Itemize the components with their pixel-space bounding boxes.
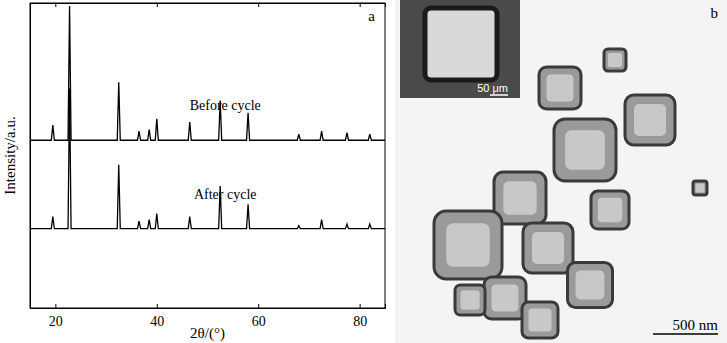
x-tick-mark: [157, 304, 158, 308]
particle-shell: [523, 223, 573, 273]
particle: [693, 181, 707, 195]
tem-image: 50 μm: [395, 0, 727, 343]
particle-shell: [554, 119, 616, 181]
x-tick-label: 80: [353, 314, 367, 329]
x-tick: 20: [49, 304, 63, 329]
particle: [523, 223, 573, 273]
particle: [554, 119, 616, 181]
panel-label: a: [368, 8, 375, 24]
particle-core: [532, 232, 564, 264]
x-tick-mark: [360, 304, 361, 308]
plot-frame: [30, 3, 385, 308]
particle-core: [492, 285, 519, 312]
particle-core: [598, 198, 622, 222]
x-tick-mark: [258, 304, 259, 308]
x-tick-top: [258, 3, 259, 7]
scale-bar: [653, 333, 718, 335]
particle: [604, 49, 626, 71]
particle-shell: [625, 95, 675, 145]
particle-core: [696, 184, 705, 193]
x-axis-top: [31, 3, 386, 7]
particle-shell: [494, 172, 546, 224]
particle-shell: [539, 67, 581, 109]
series-label: Before cycle: [190, 98, 261, 113]
x-axis-top-line: [31, 4, 386, 8]
y-axis: [30, 4, 31, 309]
y-axis-title: Intensity/a.u.: [2, 116, 18, 194]
x-tick-mark-top: [55, 3, 56, 7]
inset: 50 μm: [400, 0, 520, 98]
series-label: After cycle: [194, 187, 257, 202]
particle-core: [634, 104, 666, 136]
x-tick-label: 40: [150, 314, 164, 329]
particle-shell: [568, 263, 613, 308]
particle-shell: [455, 285, 485, 315]
particle-core: [608, 53, 622, 67]
x-tick: 60: [252, 304, 266, 329]
panel-label: b: [711, 5, 719, 21]
particle: [455, 285, 485, 315]
particle: [434, 211, 502, 279]
x-axis-title: 2θ/(°): [190, 325, 225, 342]
particle-shell: [591, 191, 629, 229]
particle-shell: [484, 277, 526, 319]
inset-scale-bar: [490, 94, 508, 96]
particle-core: [460, 290, 479, 309]
particle-core: [576, 271, 605, 300]
particle-shell: [693, 181, 707, 195]
particle-shell: [604, 49, 626, 71]
scale-bar-label: 500 nm: [673, 317, 719, 333]
plot-lines: [30, 6, 385, 229]
particle: [539, 67, 581, 109]
particle: [591, 191, 629, 229]
x-tick-label: 20: [49, 314, 63, 329]
particle-core: [503, 181, 536, 214]
x-tick-mark-top: [258, 3, 259, 7]
x-axis-line: [31, 304, 386, 309]
particle-shell: [434, 211, 502, 279]
inset-particle: [425, 8, 497, 80]
particle: [494, 172, 546, 224]
particle-shell: [522, 302, 558, 338]
x-tick-top: [157, 3, 158, 7]
x-tick-top: [360, 3, 361, 7]
series-line: [30, 6, 385, 140]
x-tick-mark-top: [157, 3, 158, 7]
series-line: [30, 88, 385, 228]
x-tick: 40: [150, 304, 164, 329]
particle-core: [565, 130, 605, 170]
particle: [484, 277, 526, 319]
x-tick-mark-top: [360, 3, 361, 7]
particle-core: [528, 308, 551, 331]
tem-background: [395, 0, 727, 343]
x-tick-label: 60: [252, 314, 266, 329]
particle-core: [446, 223, 490, 267]
x-tick-mark: [55, 304, 56, 308]
x-tick: 80: [353, 304, 367, 329]
particle-core: [547, 75, 574, 102]
inset-background: [400, 0, 520, 98]
particle: [625, 95, 675, 145]
y-axis-line: [30, 4, 31, 309]
particle: [522, 302, 558, 338]
particle: [568, 263, 613, 308]
inset-scale-bar-label: 50 μm: [477, 82, 508, 94]
figure: 20 40 60 80 2θ/(°) Intensity/a.u. a Before cycl…: [0, 0, 727, 343]
x-tick-top: [55, 3, 56, 7]
